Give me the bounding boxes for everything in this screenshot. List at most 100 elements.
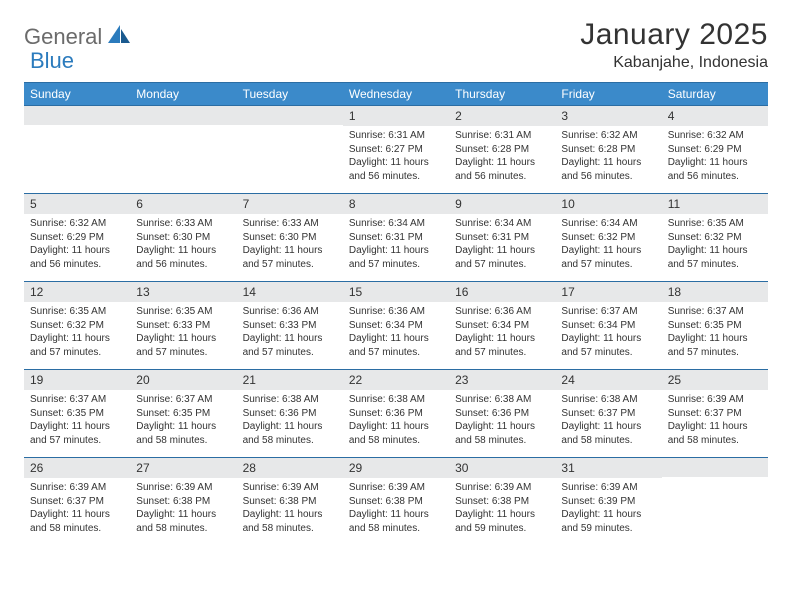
sunrise-line: Sunrise: 6:38 AM: [243, 393, 337, 407]
calendar-cell: 29Sunrise: 6:39 AMSunset: 6:38 PMDayligh…: [343, 458, 449, 546]
daynum-bar: 1: [343, 106, 449, 126]
day-details: Sunrise: 6:32 AMSunset: 6:29 PMDaylight:…: [662, 126, 768, 183]
day-details: Sunrise: 6:39 AMSunset: 6:37 PMDaylight:…: [24, 478, 130, 535]
day-number: 11: [668, 197, 762, 211]
title-block: January 2025 Kabanjahe, Indonesia: [580, 18, 768, 72]
sunrise-line: Sunrise: 6:37 AM: [668, 305, 762, 319]
day-details: Sunrise: 6:38 AMSunset: 6:36 PMDaylight:…: [237, 390, 343, 447]
daylight-line: Daylight: 11 hours and 59 minutes.: [561, 508, 655, 535]
sunset-line: Sunset: 6:38 PM: [349, 495, 443, 509]
daylight-line: Daylight: 11 hours and 57 minutes.: [561, 244, 655, 271]
daynum-bar: 17: [555, 282, 661, 302]
sunset-line: Sunset: 6:35 PM: [136, 407, 230, 421]
daynum-bar: 3: [555, 106, 661, 126]
daynum-bar: 15: [343, 282, 449, 302]
daynum-bar: 28: [237, 458, 343, 478]
calendar-cell: 4Sunrise: 6:32 AMSunset: 6:29 PMDaylight…: [662, 106, 768, 194]
daylight-line: Daylight: 11 hours and 58 minutes.: [668, 420, 762, 447]
sunrise-line: Sunrise: 6:32 AM: [561, 129, 655, 143]
daylight-line: Daylight: 11 hours and 56 minutes.: [668, 156, 762, 183]
sunrise-line: Sunrise: 6:35 AM: [668, 217, 762, 231]
sunrise-line: Sunrise: 6:36 AM: [349, 305, 443, 319]
calendar-cell: 23Sunrise: 6:38 AMSunset: 6:36 PMDayligh…: [449, 370, 555, 458]
day-number: 26: [30, 461, 124, 475]
sunset-line: Sunset: 6:29 PM: [668, 143, 762, 157]
sunrise-line: Sunrise: 6:39 AM: [455, 481, 549, 495]
calendar-cell: 30Sunrise: 6:39 AMSunset: 6:38 PMDayligh…: [449, 458, 555, 546]
sunset-line: Sunset: 6:37 PM: [668, 407, 762, 421]
calendar-page: General January 2025 Kabanjahe, Indonesi…: [0, 0, 792, 546]
daylight-line: Daylight: 11 hours and 58 minutes.: [136, 508, 230, 535]
sunset-line: Sunset: 6:38 PM: [136, 495, 230, 509]
day-details: Sunrise: 6:38 AMSunset: 6:36 PMDaylight:…: [343, 390, 449, 447]
daylight-line: Daylight: 11 hours and 59 minutes.: [455, 508, 549, 535]
calendar-cell: 6Sunrise: 6:33 AMSunset: 6:30 PMDaylight…: [130, 194, 236, 282]
sunrise-line: Sunrise: 6:35 AM: [30, 305, 124, 319]
logo-text-blue: Blue: [30, 48, 74, 74]
logo-text-general: General: [24, 24, 102, 50]
day-number: 7: [243, 197, 337, 211]
day-number: 6: [136, 197, 230, 211]
calendar-cell: 31 Sunrise: 6:39 AMSunset: 6:39 PMDayligh…: [555, 458, 661, 546]
daylight-line: Daylight: 11 hours and 56 minutes.: [30, 244, 124, 271]
daynum-bar: 27: [130, 458, 236, 478]
daylight-line: Daylight: 11 hours and 57 minutes.: [243, 244, 337, 271]
daynum-bar: 4: [662, 106, 768, 126]
day-header-row: Sunday Monday Tuesday Wednesday Thursday…: [24, 83, 768, 106]
daylight-line: Daylight: 11 hours and 57 minutes.: [30, 420, 124, 447]
day-number: 28: [243, 461, 337, 475]
calendar-week-row: 12Sunrise: 6:35 AMSunset: 6:32 PMDayligh…: [24, 282, 768, 370]
daylight-line: Daylight: 11 hours and 58 minutes.: [30, 508, 124, 535]
daylight-line: Daylight: 11 hours and 56 minutes.: [349, 156, 443, 183]
daylight-line: Daylight: 11 hours and 58 minutes.: [455, 420, 549, 447]
daynum-bar: 11: [662, 194, 768, 214]
day-details: Sunrise: 6:39 AMSunset: 6:39 PMDaylight:…: [555, 478, 661, 535]
day-details: Sunrise: 6:38 AMSunset: 6:37 PMDaylight:…: [555, 390, 661, 447]
sunrise-line: Sunrise: 6:37 AM: [30, 393, 124, 407]
day-number: 31: [561, 461, 655, 475]
day-number: 18: [668, 285, 762, 299]
daynum-bar-empty: [662, 458, 768, 477]
daynum-bar-empty: [24, 106, 130, 125]
day-details: Sunrise: 6:32 AMSunset: 6:29 PMDaylight:…: [24, 214, 130, 271]
daylight-line: Daylight: 11 hours and 57 minutes.: [349, 244, 443, 271]
sunset-line: Sunset: 6:38 PM: [243, 495, 337, 509]
sunset-line: Sunset: 6:33 PM: [136, 319, 230, 333]
day-details: Sunrise: 6:38 AMSunset: 6:36 PMDaylight:…: [449, 390, 555, 447]
day-details: Sunrise: 6:39 AMSunset: 6:38 PMDaylight:…: [130, 478, 236, 535]
sunset-line: Sunset: 6:35 PM: [30, 407, 124, 421]
sunset-line: Sunset: 6:36 PM: [243, 407, 337, 421]
calendar-cell: 12Sunrise: 6:35 AMSunset: 6:32 PMDayligh…: [24, 282, 130, 370]
day-details: Sunrise: 6:35 AMSunset: 6:32 PMDaylight:…: [662, 214, 768, 271]
daylight-line: Daylight: 11 hours and 57 minutes.: [668, 332, 762, 359]
daylight-line: Daylight: 11 hours and 58 minutes.: [243, 420, 337, 447]
day-header: Thursday: [449, 83, 555, 106]
daylight-line: Daylight: 11 hours and 57 minutes.: [668, 244, 762, 271]
sunrise-line: Sunrise: 6:32 AM: [668, 129, 762, 143]
daynum-bar: 23: [449, 370, 555, 390]
daylight-line: Daylight: 11 hours and 58 minutes.: [349, 508, 443, 535]
calendar-cell: 5 Sunrise: 6:32 AMSunset: 6:29 PMDaylight…: [24, 194, 130, 282]
calendar-cell: 14Sunrise: 6:36 AMSunset: 6:33 PMDayligh…: [237, 282, 343, 370]
daylight-line: Daylight: 11 hours and 58 minutes.: [136, 420, 230, 447]
sunrise-line: Sunrise: 6:31 AM: [349, 129, 443, 143]
day-number: 14: [243, 285, 337, 299]
daynum-bar: 2: [449, 106, 555, 126]
calendar-cell: 16Sunrise: 6:36 AMSunset: 6:34 PMDayligh…: [449, 282, 555, 370]
calendar-cell: 9Sunrise: 6:34 AMSunset: 6:31 PMDaylight…: [449, 194, 555, 282]
daylight-line: Daylight: 11 hours and 57 minutes.: [455, 244, 549, 271]
day-number: 5: [30, 197, 124, 211]
day-header: Tuesday: [237, 83, 343, 106]
daylight-line: Daylight: 11 hours and 56 minutes.: [561, 156, 655, 183]
sunrise-line: Sunrise: 6:37 AM: [561, 305, 655, 319]
calendar-cell: [24, 106, 130, 194]
calendar-cell: 27Sunrise: 6:39 AMSunset: 6:38 PMDayligh…: [130, 458, 236, 546]
day-details: Sunrise: 6:32 AMSunset: 6:28 PMDaylight:…: [555, 126, 661, 183]
sunrise-line: Sunrise: 6:39 AM: [349, 481, 443, 495]
sunrise-line: Sunrise: 6:34 AM: [561, 217, 655, 231]
location: Kabanjahe, Indonesia: [580, 54, 768, 72]
calendar-cell: 15Sunrise: 6:36 AMSunset: 6:34 PMDayligh…: [343, 282, 449, 370]
sunrise-line: Sunrise: 6:39 AM: [561, 481, 655, 495]
daylight-line: Daylight: 11 hours and 57 minutes.: [243, 332, 337, 359]
sunset-line: Sunset: 6:29 PM: [30, 231, 124, 245]
